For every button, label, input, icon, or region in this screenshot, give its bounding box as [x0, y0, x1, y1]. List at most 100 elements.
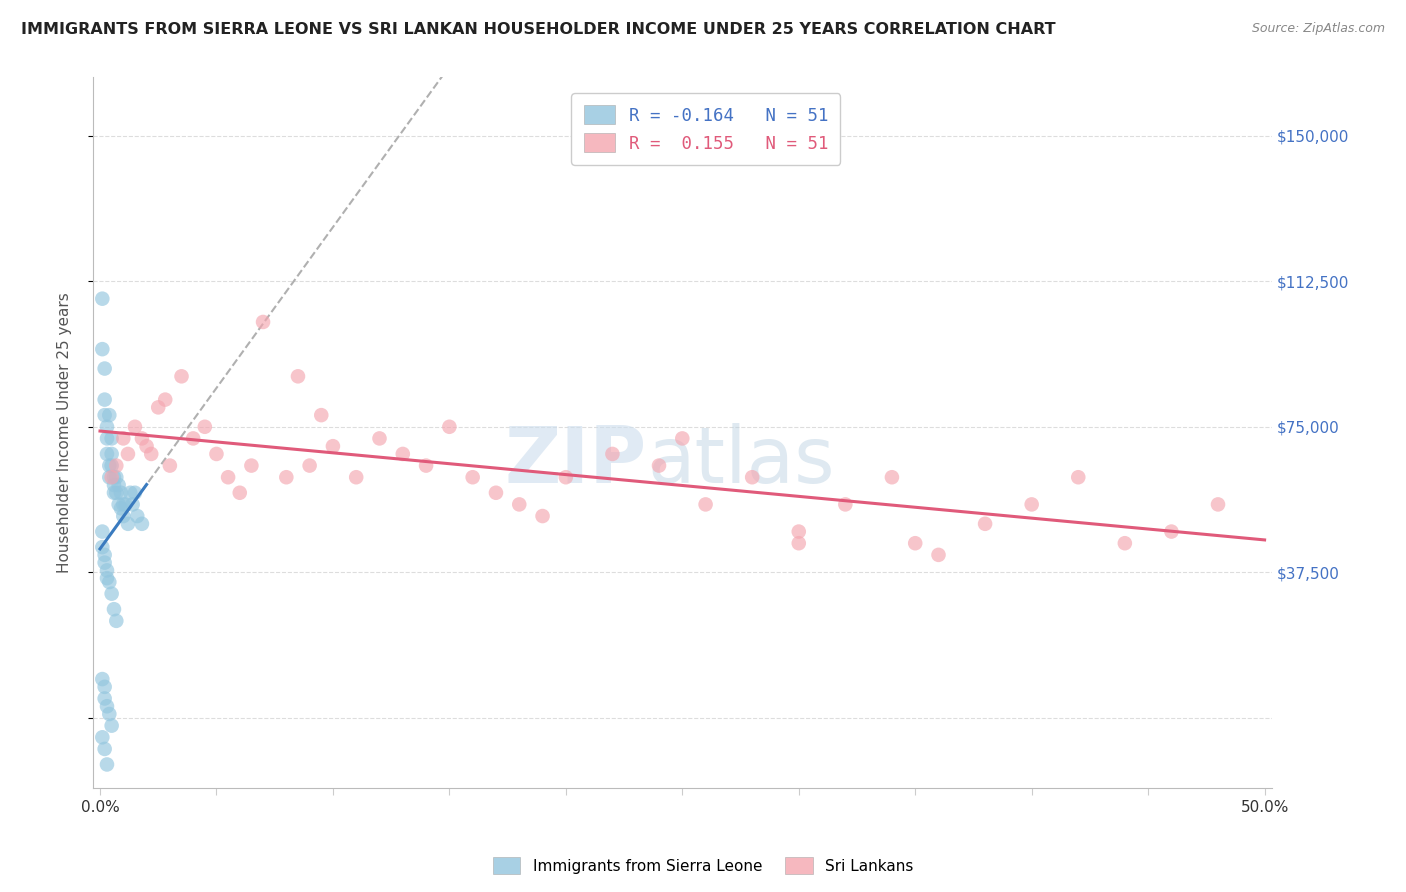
Point	[368, 432, 391, 446]
Point	[131, 516, 153, 531]
Point	[155, 392, 177, 407]
Point	[93, 742, 115, 756]
Point	[1021, 497, 1043, 511]
Point	[415, 458, 437, 473]
Point	[602, 447, 624, 461]
Point	[554, 470, 576, 484]
Point	[91, 524, 114, 539]
Y-axis label: Householder Income Under 25 years: Householder Income Under 25 years	[58, 293, 72, 573]
Point	[391, 447, 413, 461]
Point	[107, 497, 129, 511]
Point	[91, 342, 114, 356]
Point	[112, 509, 135, 524]
Point	[98, 470, 121, 484]
Point	[439, 419, 461, 434]
Point	[93, 361, 115, 376]
Point	[1160, 524, 1182, 539]
Point	[531, 509, 554, 524]
Point	[91, 672, 114, 686]
Point	[205, 447, 228, 461]
Point	[135, 439, 157, 453]
Point	[344, 470, 367, 484]
Point	[103, 478, 125, 492]
Point	[131, 432, 153, 446]
Point	[648, 458, 671, 473]
Point	[105, 470, 128, 484]
Point	[880, 470, 903, 484]
Point	[120, 485, 142, 500]
Point	[1206, 497, 1229, 511]
Point	[194, 419, 217, 434]
Point	[1114, 536, 1136, 550]
Point	[787, 524, 810, 539]
Point	[100, 719, 122, 733]
Point	[110, 485, 132, 500]
Point	[240, 458, 263, 473]
Point	[671, 432, 693, 446]
Text: Source: ZipAtlas.com: Source: ZipAtlas.com	[1251, 22, 1385, 36]
Point	[741, 470, 763, 484]
Point	[105, 458, 128, 473]
Point	[100, 470, 122, 484]
Point	[100, 587, 122, 601]
Point	[159, 458, 181, 473]
Point	[117, 516, 139, 531]
Point	[928, 548, 950, 562]
Point	[1067, 470, 1090, 484]
Point	[217, 470, 239, 484]
Point	[229, 485, 252, 500]
Point	[105, 614, 128, 628]
Point	[100, 432, 122, 446]
Point	[127, 509, 149, 524]
Point	[91, 292, 114, 306]
Point	[114, 497, 136, 511]
Point	[181, 432, 204, 446]
Point	[124, 485, 146, 500]
Point	[287, 369, 309, 384]
Point	[98, 458, 121, 473]
Point	[96, 757, 118, 772]
Point	[117, 447, 139, 461]
Point	[100, 458, 122, 473]
Point	[96, 571, 118, 585]
Point	[107, 478, 129, 492]
Point	[121, 497, 143, 511]
Point	[695, 497, 717, 511]
Point	[105, 485, 128, 500]
Legend: Immigrants from Sierra Leone, Sri Lankans: Immigrants from Sierra Leone, Sri Lankan…	[486, 851, 920, 880]
Point	[276, 470, 298, 484]
Point	[148, 401, 170, 415]
Point	[98, 706, 121, 721]
Point	[508, 497, 530, 511]
Text: ZIP: ZIP	[505, 423, 647, 499]
Point	[91, 731, 114, 745]
Point	[112, 432, 135, 446]
Point	[93, 408, 115, 422]
Point	[322, 439, 344, 453]
Text: IMMIGRANTS FROM SIERRA LEONE VS SRI LANKAN HOUSEHOLDER INCOME UNDER 25 YEARS COR: IMMIGRANTS FROM SIERRA LEONE VS SRI LANK…	[21, 22, 1056, 37]
Legend: R = -0.164   N = 51, R =  0.155   N = 51: R = -0.164 N = 51, R = 0.155 N = 51	[571, 94, 841, 165]
Point	[124, 419, 146, 434]
Point	[311, 408, 333, 422]
Point	[93, 680, 115, 694]
Point	[96, 563, 118, 577]
Point	[93, 691, 115, 706]
Point	[103, 485, 125, 500]
Point	[110, 501, 132, 516]
Point	[100, 447, 122, 461]
Point	[98, 575, 121, 590]
Point	[93, 548, 115, 562]
Point	[96, 432, 118, 446]
Point	[93, 556, 115, 570]
Point	[112, 497, 135, 511]
Point	[141, 447, 163, 461]
Point	[103, 602, 125, 616]
Text: atlas: atlas	[647, 423, 834, 499]
Point	[904, 536, 927, 550]
Point	[485, 485, 508, 500]
Point	[252, 315, 274, 329]
Point	[103, 470, 125, 484]
Point	[96, 699, 118, 714]
Point	[91, 540, 114, 554]
Point	[98, 408, 121, 422]
